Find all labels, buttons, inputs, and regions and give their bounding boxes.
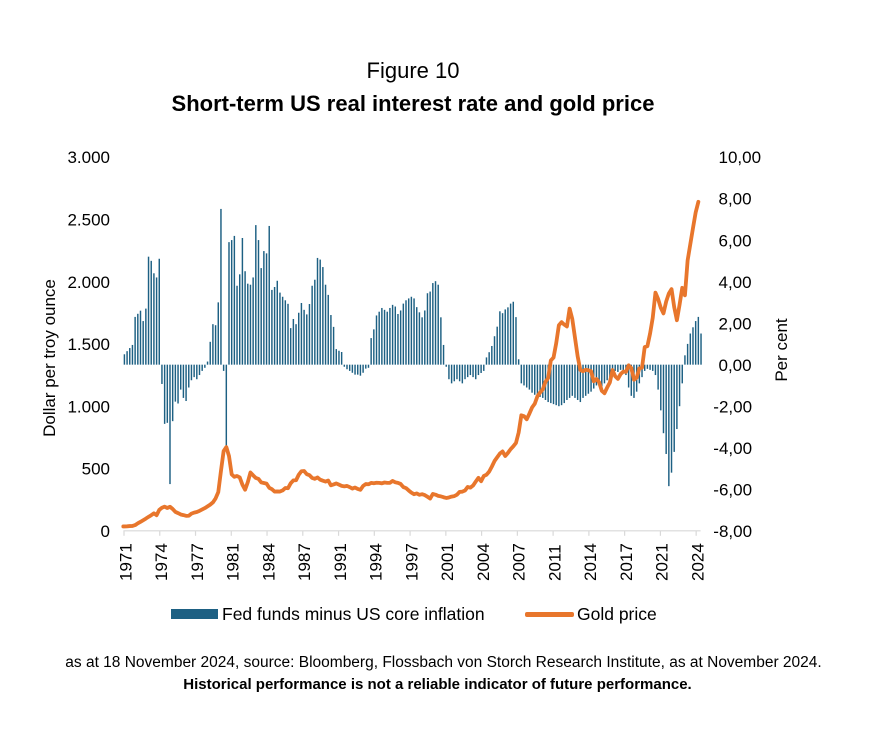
svg-text:-4,00: -4,00 xyxy=(713,439,752,458)
svg-text:1.500: 1.500 xyxy=(67,335,110,354)
svg-text:0,00: 0,00 xyxy=(719,356,752,375)
svg-text:1981: 1981 xyxy=(224,543,243,581)
svg-text:8,00: 8,00 xyxy=(719,190,752,209)
svg-text:1971: 1971 xyxy=(116,543,135,581)
svg-text:1994: 1994 xyxy=(367,543,386,581)
svg-text:0: 0 xyxy=(101,522,110,541)
svg-text:3.000: 3.000 xyxy=(67,148,110,167)
svg-text:6,00: 6,00 xyxy=(719,231,752,250)
svg-text:500: 500 xyxy=(82,460,110,479)
svg-text:1984: 1984 xyxy=(259,543,278,581)
svg-text:2021: 2021 xyxy=(653,543,672,581)
svg-text:2.000: 2.000 xyxy=(67,273,110,292)
svg-text:Dollar per troy ounce: Dollar per troy ounce xyxy=(40,279,59,437)
svg-text:2014: 2014 xyxy=(581,543,600,581)
svg-text:-6,00: -6,00 xyxy=(713,480,752,499)
svg-text:1.000: 1.000 xyxy=(67,397,110,416)
svg-text:2,00: 2,00 xyxy=(719,314,752,333)
svg-text:1987: 1987 xyxy=(295,543,314,581)
svg-text:1991: 1991 xyxy=(331,543,350,581)
svg-text:2001: 2001 xyxy=(438,543,457,581)
svg-text:2024: 2024 xyxy=(688,543,707,581)
svg-text:-2,00: -2,00 xyxy=(713,397,752,416)
svg-text:2004: 2004 xyxy=(474,543,493,581)
svg-text:10,00: 10,00 xyxy=(719,148,762,167)
svg-text:4,00: 4,00 xyxy=(719,273,752,292)
svg-text:1977: 1977 xyxy=(188,543,207,581)
svg-text:1974: 1974 xyxy=(152,543,171,581)
svg-text:2.500: 2.500 xyxy=(67,211,110,230)
svg-text:1997: 1997 xyxy=(402,543,421,581)
svg-text:2011: 2011 xyxy=(545,544,564,581)
svg-text:-8,00: -8,00 xyxy=(713,522,752,541)
svg-text:2017: 2017 xyxy=(617,543,636,581)
svg-text:Per cent: Per cent xyxy=(772,318,791,382)
svg-text:2007: 2007 xyxy=(510,543,529,581)
